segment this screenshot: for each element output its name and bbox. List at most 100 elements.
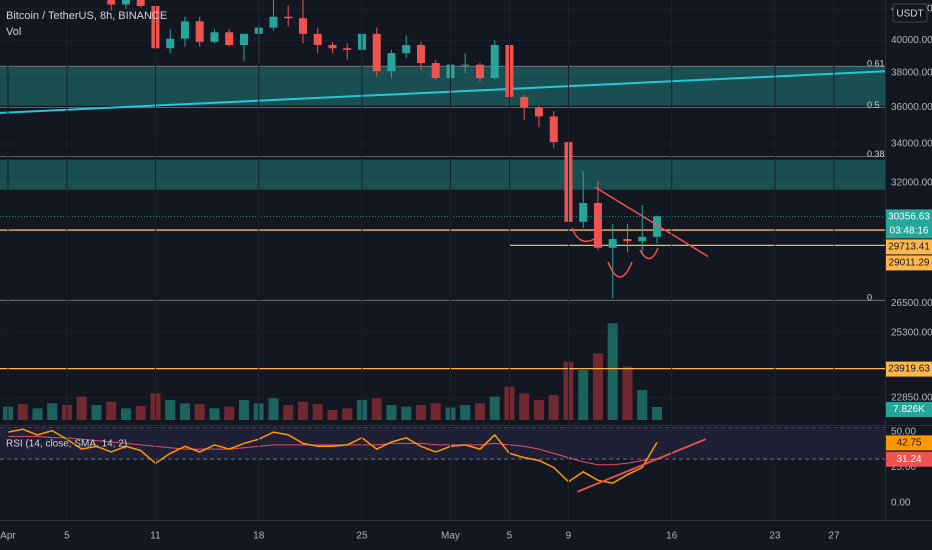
price-pane: 0.618 0.5 0.382 0 xyxy=(0,0,885,420)
resistance-line xyxy=(594,186,709,258)
rsi-tick-label: 0.00 xyxy=(891,498,911,509)
volume-bar xyxy=(47,403,58,420)
volume-bar xyxy=(91,405,102,420)
x-tick-label: 5 xyxy=(64,531,70,542)
volume-bar xyxy=(120,408,131,420)
volume-bar xyxy=(460,405,471,420)
x-tick-label: 9 xyxy=(566,531,572,542)
candle-body xyxy=(402,45,411,54)
volume-bar xyxy=(371,398,382,420)
candle-body xyxy=(284,16,293,19)
volume-bar xyxy=(327,410,338,420)
x-tick-label: May xyxy=(441,531,460,542)
candle-body xyxy=(136,0,145,7)
right-shoulder xyxy=(639,247,659,260)
price-label: 42.75 xyxy=(896,438,921,449)
volume-bar xyxy=(386,405,397,420)
candle-body xyxy=(107,0,116,5)
left-shoulder xyxy=(571,227,597,243)
volume-bar xyxy=(297,401,308,420)
x-tick-label: 18 xyxy=(253,531,265,542)
volume-bar xyxy=(474,403,485,420)
volume-bar xyxy=(401,406,412,420)
price-label: 23919.63 xyxy=(888,364,930,375)
candle-body xyxy=(652,216,661,237)
candle-body xyxy=(416,45,425,63)
volume-bar xyxy=(179,403,190,420)
rsi-title: RSI (14, close, SMA, 14, 2) xyxy=(6,439,127,450)
volume-bar xyxy=(430,403,441,420)
candle-body xyxy=(343,48,352,50)
volume-bar xyxy=(342,408,353,420)
price-label-box xyxy=(886,401,932,417)
price-label-box xyxy=(886,451,932,467)
candle-body xyxy=(549,116,558,143)
candle-body xyxy=(593,203,602,248)
y-tick-label: 38000.00 xyxy=(891,68,932,79)
volume-bar xyxy=(548,395,559,420)
candle-body xyxy=(210,32,219,42)
zone xyxy=(0,66,885,106)
currency-badge[interactable] xyxy=(892,3,928,23)
price-label-box xyxy=(886,209,932,239)
price-label-box xyxy=(886,239,932,255)
candle-body xyxy=(638,236,647,242)
trendline xyxy=(0,70,885,114)
candle-body xyxy=(313,33,322,46)
volume-bar xyxy=(578,370,589,420)
candle-body xyxy=(490,45,499,79)
candle-body xyxy=(121,0,130,5)
volume-bar xyxy=(622,366,633,420)
volume-bar xyxy=(607,323,618,420)
volume-bar xyxy=(637,390,648,420)
volume-bar xyxy=(519,393,530,420)
zone xyxy=(0,159,885,190)
volume-bar xyxy=(283,405,294,420)
candle-body xyxy=(534,107,543,117)
price-label-box xyxy=(886,435,932,451)
volume-bar xyxy=(76,396,87,420)
y-tick-label: 40000.00 xyxy=(891,35,932,46)
y-tick-label: 25300.00 xyxy=(891,327,932,338)
x-tick-label: 11 xyxy=(150,531,161,542)
rsi-tick-label: 25.00 xyxy=(891,462,916,473)
candle-body xyxy=(372,33,381,72)
rsi-line xyxy=(7,428,658,484)
x-tick-label: 5 xyxy=(507,531,513,542)
x-tick-label: 23 xyxy=(769,531,781,542)
head xyxy=(607,261,633,278)
candle-body xyxy=(225,32,234,46)
price-label: 7.826K xyxy=(893,404,925,415)
rsi-ma-line xyxy=(8,435,658,466)
price-label: 29011.29 xyxy=(889,258,930,269)
volume-bar xyxy=(224,406,235,420)
chart-title: Bitcoin / TetherUS, 8h, BINANCE xyxy=(6,10,167,22)
rsi-trendline xyxy=(576,438,706,493)
y-tick-label: 32000.00 xyxy=(891,177,932,188)
candle-body xyxy=(475,64,484,79)
rsi-band xyxy=(0,427,885,460)
y-tick-label: 26500.00 xyxy=(891,298,932,309)
volume-title: Vol xyxy=(6,26,21,38)
volume-bar xyxy=(415,405,426,420)
candle-body xyxy=(623,239,632,242)
price-label-box xyxy=(886,361,932,377)
rsi-pane xyxy=(0,427,885,493)
volume-bar xyxy=(209,408,220,420)
price-label: 30356.63 xyxy=(888,212,930,223)
price-label: 29713.41 xyxy=(888,242,930,253)
y-tick-label: 22850.00 xyxy=(891,392,932,403)
fib-label: 0.5 xyxy=(867,100,880,110)
y-tick-label: 36000.00 xyxy=(891,102,932,113)
candle-body xyxy=(520,96,529,108)
candle-body xyxy=(298,18,307,34)
volume-bar xyxy=(651,406,662,420)
volume-bar xyxy=(32,408,43,420)
x-tick-label: 25 xyxy=(356,531,368,542)
price-label: 03:48:16 xyxy=(890,226,929,237)
volume-bar xyxy=(17,404,28,420)
candle-body xyxy=(461,64,470,66)
price-label: 31.24 xyxy=(896,454,921,465)
candle-body xyxy=(431,62,440,79)
